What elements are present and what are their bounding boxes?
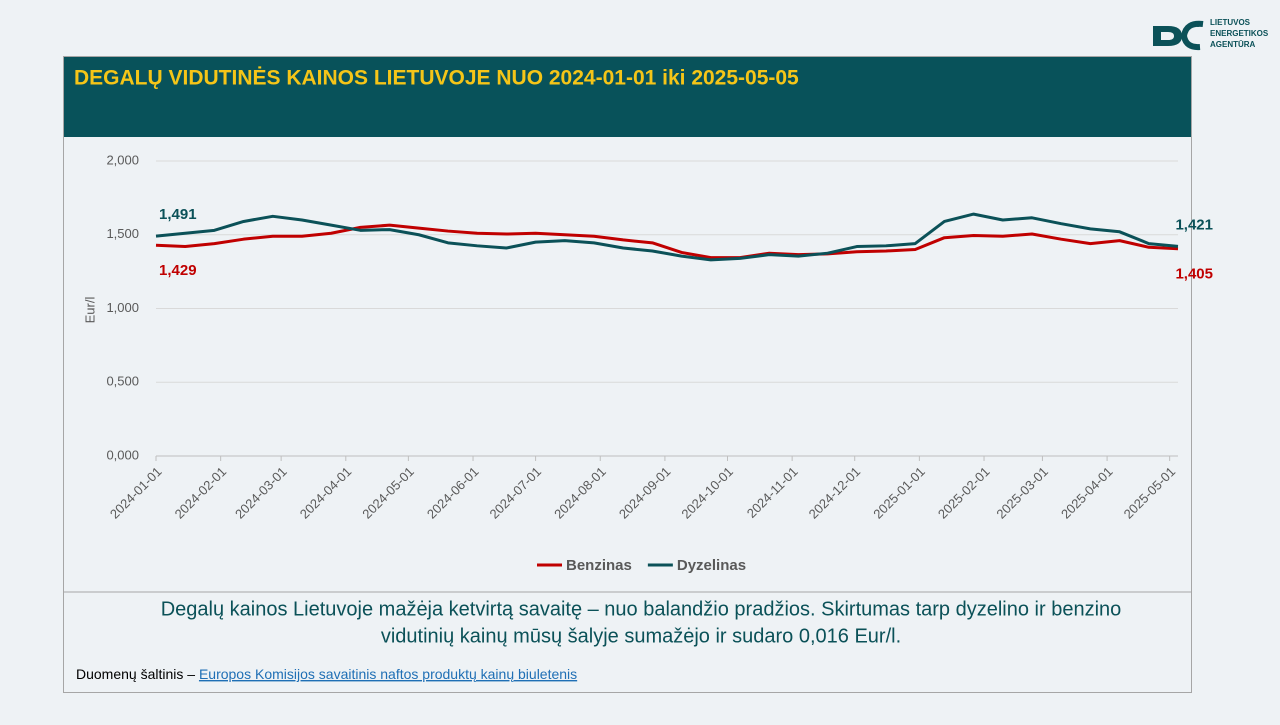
logo-text: ENERGETIKOS [1210,29,1269,38]
data-label: 1,421 [1175,216,1213,233]
y-tick-label: 1,500 [106,226,139,241]
frame [63,56,1192,693]
source-link[interactable]: Europos Komisijos savaitinis naftos prod… [199,666,577,682]
y-axis-label: Eur/l [82,297,97,324]
header-band [64,57,1191,137]
summary: vidutinių kainų mūsų šalyje sumažėjo ir … [381,625,901,647]
y-tick-label: 0,000 [106,447,139,462]
y-tick-label: 2,000 [106,152,139,167]
source-label: Duomenų šaltinis – [76,666,199,682]
logo-text: LIETUVOS [1210,18,1251,27]
data-label: 1,405 [1175,266,1213,283]
line [155,212,1179,262]
source: Duomenų šaltinis – Europos Komisijos sav… [76,666,577,682]
y-tick-label: 0,500 [106,374,139,389]
chart-title: DEGALŲ VIDUTINĖS KAINOS LIETUVOJE NUO 20… [74,67,799,90]
y-tick-label: 1,000 [106,300,139,315]
data-label: 1,429 [159,262,197,279]
legend-label: Benzinas [566,557,632,574]
summary: Degalų kainos Lietuvoje mažėja ketvirtą … [161,598,1122,620]
data-label: 1,491 [159,206,197,223]
logo: LIETUVOS ENERGETIKOS AGENTŪRA [1153,18,1269,51]
logo-text: AGENTŪRA [1210,40,1256,49]
legend-label: Dyzelinas [677,557,746,574]
line [155,223,1179,260]
